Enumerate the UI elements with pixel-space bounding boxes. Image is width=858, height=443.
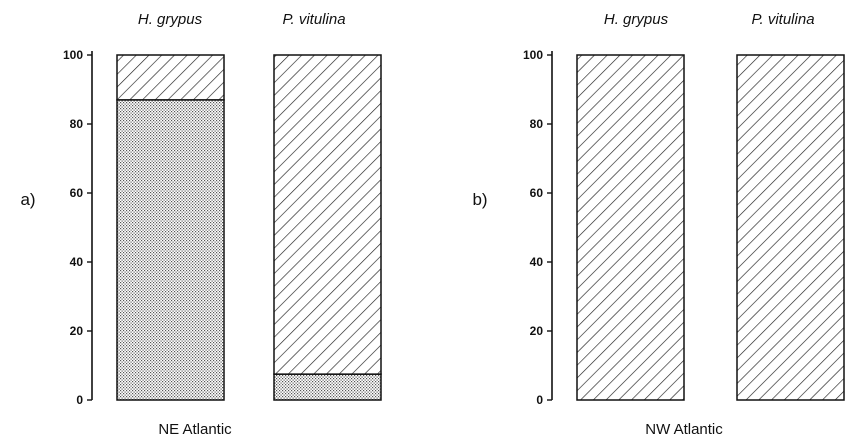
bar-segment-dotted: [116, 99, 225, 401]
y-tick-label: 80: [70, 117, 84, 131]
y-tick-label: 80: [530, 117, 544, 131]
y-tick-label: 60: [530, 186, 544, 200]
y-tick-label: 40: [530, 255, 544, 269]
bar-segment-hatched: [116, 54, 225, 101]
y-tick-label: 60: [70, 186, 84, 200]
y-tick-label: 0: [536, 393, 543, 407]
y-tick-label: 100: [523, 48, 543, 62]
species-label: P. vitulina: [751, 11, 814, 28]
bar-segment-hatched: [273, 54, 382, 375]
y-tick-label: 0: [76, 393, 83, 407]
species-label: P. vitulina: [282, 11, 345, 28]
panel-b: b) 0 20 40 60 80 100 H. grypus P. vitulina NW Atl…: [472, 11, 845, 438]
bar-segment-dotted: [273, 373, 382, 401]
panel-label: a): [20, 190, 35, 209]
y-tick-label: 20: [530, 324, 544, 338]
panel-label: b): [472, 190, 487, 209]
region-label: NE Atlantic: [158, 421, 232, 438]
species-label: H. grypus: [604, 11, 669, 28]
y-tick-label: 40: [70, 255, 84, 269]
bar-segment-hatched: [576, 54, 685, 401]
panel-a: a) 0 20 40 60 80 100 H. grypus P. vitulina NE Atl…: [20, 11, 382, 438]
region-label: NW Atlantic: [645, 421, 723, 438]
y-tick-label: 100: [63, 48, 83, 62]
species-label: H. grypus: [138, 11, 203, 28]
y-tick-label: 20: [70, 324, 84, 338]
bar-segment-hatched: [736, 54, 845, 401]
